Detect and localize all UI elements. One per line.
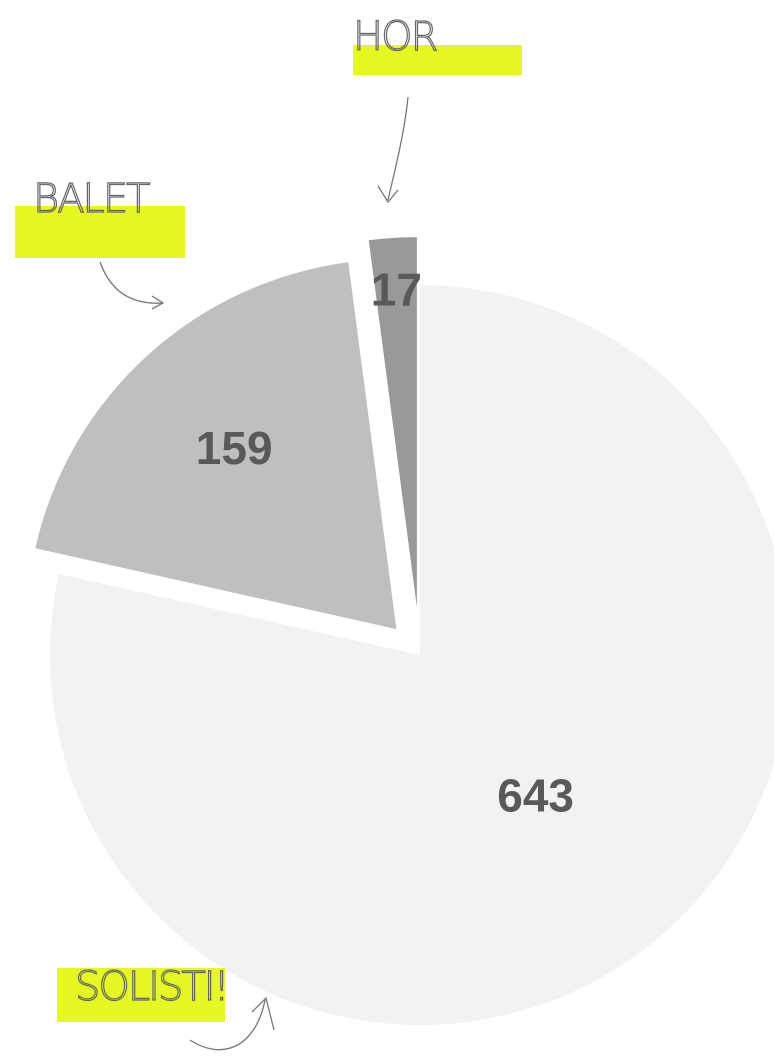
category-label: HOR bbox=[353, 14, 437, 60]
highlight bbox=[15, 206, 185, 258]
arrow bbox=[99, 261, 165, 310]
arrow bbox=[377, 96, 409, 204]
pie bbox=[35, 237, 774, 1025]
highlight bbox=[353, 45, 522, 75]
data-label: 643 bbox=[497, 770, 574, 822]
data-label: 17 bbox=[371, 263, 422, 315]
pie-slice bbox=[368, 237, 417, 608]
arrow bbox=[189, 996, 275, 1051]
annotations: HOR BALET SOLISTI! bbox=[15, 13, 522, 1051]
category-label: BALET bbox=[33, 176, 150, 222]
pie-slice bbox=[50, 285, 774, 1025]
category-label: SOLISTI! bbox=[75, 964, 228, 1010]
highlight bbox=[57, 968, 225, 1022]
pie-slice bbox=[35, 262, 397, 630]
data-label: 159 bbox=[196, 422, 273, 474]
